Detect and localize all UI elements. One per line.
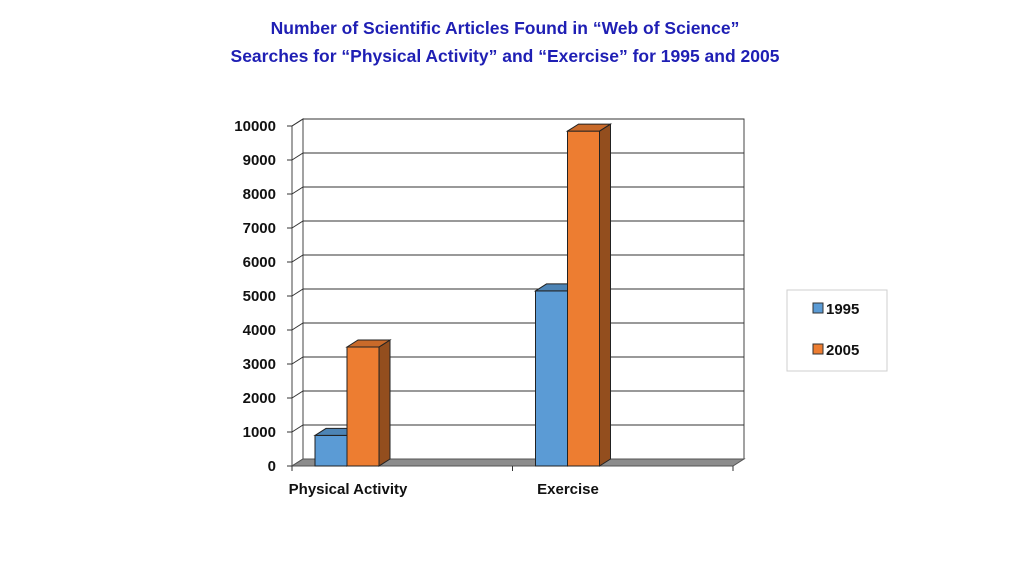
legend-label: 2005	[826, 342, 859, 359]
legend-label: 1995	[826, 301, 859, 318]
y-tick-label: 9000	[243, 152, 276, 169]
y-tick-label: 5000	[243, 288, 276, 305]
legend-swatch	[812, 302, 824, 314]
legend-swatch	[812, 343, 824, 355]
x-tick-label: Exercise	[537, 481, 599, 498]
bar-front	[346, 346, 380, 467]
y-tick-label: 6000	[243, 254, 276, 271]
bar-side	[378, 339, 391, 467]
y-axis-ticks: 0 1000 2000 3000 4000 5000 6000 7000 8000 9000 100…	[234, 118, 292, 475]
bar-2005-exercise	[565, 123, 613, 467]
x-axis-ticks: Physical Activity Exercise	[289, 466, 734, 498]
y-tick-label: 3000	[243, 356, 276, 373]
bar-top	[345, 339, 392, 348]
bar-top	[565, 123, 613, 132]
chart-title-line-2: Searches for “Physical Activity” and “Ex…	[230, 46, 780, 66]
y-tick-label: 0	[268, 458, 276, 475]
bar-front	[314, 434, 348, 467]
bar-side	[599, 123, 611, 467]
bar-front	[535, 290, 568, 467]
chart-bars	[313, 123, 613, 467]
y-tick-label: 10000	[234, 118, 276, 135]
gridline	[291, 118, 744, 127]
y-tick-label: 4000	[243, 322, 276, 339]
bar-2005-physical-activity	[345, 339, 392, 467]
chart-title: Number of Scientific Articles Found in “…	[0, 14, 1010, 70]
chart-title-line-1: Number of Scientific Articles Found in “…	[270, 18, 740, 38]
y-tick-label: 8000	[243, 186, 276, 203]
x-tick-label: Physical Activity	[289, 481, 408, 498]
y-tick-label: 2000	[243, 390, 276, 407]
chart-legend: 1995 2005	[786, 289, 888, 372]
y-tick-label: 1000	[243, 424, 276, 441]
y-tick-label: 7000	[243, 220, 276, 237]
legend-box	[786, 289, 888, 372]
bar-front	[567, 130, 600, 467]
